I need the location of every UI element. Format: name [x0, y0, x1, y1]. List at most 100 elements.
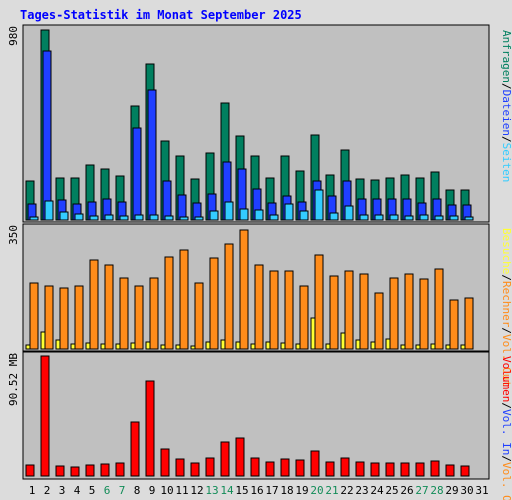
x-tick-label: 16	[250, 484, 263, 497]
seiten-bar	[434, 215, 444, 221]
seiten-bar	[194, 216, 204, 221]
besuche-bar	[460, 344, 466, 350]
besuche-bar	[265, 341, 271, 350]
vol-out-bar	[119, 277, 129, 350]
vol-out-bar	[464, 297, 474, 350]
vol-out-bar	[194, 282, 204, 350]
seiten-bar	[239, 208, 249, 221]
legend-entry: /	[500, 327, 512, 334]
volumen-bar	[40, 355, 50, 477]
besuche-bar	[220, 339, 226, 350]
x-tick-label: 15	[235, 484, 248, 497]
besuche-bar	[445, 344, 451, 350]
legend-entry: Rechner	[500, 281, 512, 328]
legend-entry: /	[500, 83, 512, 90]
besuche-bar	[190, 345, 196, 350]
vol-out-bar	[419, 278, 429, 350]
seiten-bar	[329, 212, 339, 221]
vol-out-bar	[344, 270, 354, 350]
besuche-bar	[295, 343, 301, 350]
x-tick-label: 25	[385, 484, 398, 497]
seiten-bar	[269, 214, 279, 221]
besuche-bar	[430, 343, 436, 350]
vol-out-bar	[239, 229, 249, 350]
vol-out-bar	[164, 256, 174, 350]
volumen-bar	[295, 459, 305, 477]
volumen-bar	[205, 457, 215, 477]
legend-entry: Vol. In	[500, 409, 512, 455]
volumen-bar	[220, 441, 230, 477]
volumen-bar	[25, 464, 35, 477]
legend-entry: Anfragen	[500, 30, 512, 83]
x-tick-label: 23	[355, 484, 368, 497]
besuche-bar	[55, 339, 61, 350]
volumen-bar	[190, 462, 200, 477]
volumen-bar	[235, 437, 245, 477]
volumen-bar	[100, 463, 110, 477]
volumen-bar	[340, 457, 350, 477]
vol-out-bar	[29, 282, 39, 350]
volumen-bar	[355, 461, 365, 477]
vol-out-bar	[284, 270, 294, 350]
seiten-bar	[29, 216, 39, 221]
seiten-bar	[149, 214, 159, 221]
vol-out-bar	[254, 264, 264, 350]
vol-out-bar	[314, 254, 324, 350]
seiten-bar	[374, 214, 384, 221]
vol-out-bar	[299, 285, 309, 350]
x-tick-label: 19	[295, 484, 308, 497]
x-tick-label: 1	[29, 484, 36, 497]
legend-entry: Dateien	[500, 90, 512, 136]
legend-entry: /	[500, 455, 512, 462]
seiten-bar	[449, 215, 459, 221]
legend-entry: /	[500, 136, 512, 143]
chart-title: Tages-Statistik im Monat September 2025	[20, 8, 302, 22]
x-tick-label: 27	[415, 484, 428, 497]
legend-entry: Vol. Out	[500, 334, 512, 387]
x-tick-label: 5	[89, 484, 96, 497]
x-tick-label: 2	[44, 484, 51, 497]
besuche-bar	[205, 341, 211, 350]
x-tick-label: 4	[74, 484, 81, 497]
vol-out-bar	[389, 277, 399, 350]
seiten-bar	[74, 213, 84, 221]
seiten-bar	[44, 200, 54, 221]
x-tick-label: 17	[265, 484, 278, 497]
x-tick-label: 18	[280, 484, 293, 497]
vol-out-bar	[149, 277, 159, 350]
besuche-bar	[340, 332, 346, 350]
chart-legends: Anfragen/Dateien/SeitenBesuche/Rechner/V…	[500, 30, 512, 500]
seiten-bar	[59, 211, 69, 221]
dateien-bar	[132, 127, 142, 221]
volumen-bar	[310, 450, 320, 477]
volumen-bar	[145, 380, 155, 477]
besuche-bar	[130, 342, 136, 350]
besuche-bar	[25, 344, 31, 350]
volumen-bar	[400, 462, 410, 477]
seiten-bar	[254, 209, 264, 221]
volumen-bar	[430, 460, 440, 477]
seiten-bar	[419, 214, 429, 221]
dateien-bar	[162, 180, 172, 221]
seiten-bar	[389, 214, 399, 221]
seiten-bar	[359, 214, 369, 221]
volumen-bar	[460, 465, 470, 477]
besuche-bar	[235, 341, 241, 350]
x-tick-label: 29	[445, 484, 458, 497]
besuche-bar	[145, 341, 151, 350]
x-tick-label: 12	[190, 484, 203, 497]
volumen-bar	[55, 465, 65, 477]
vol-out-bar	[224, 243, 234, 350]
chart-bars	[25, 29, 474, 477]
legend-entry: /	[500, 274, 512, 281]
legend-middle: Besuche/Rechner/Vol. Out	[500, 228, 512, 387]
y-max-label-middle: 350	[7, 225, 20, 245]
x-tick-label: 10	[160, 484, 173, 497]
seiten-bar	[89, 215, 99, 221]
x-tick-label: 31	[475, 484, 488, 497]
besuche-bar	[100, 343, 106, 350]
legend-entry: Vol. Out	[500, 462, 512, 500]
vol-out-bar	[434, 268, 444, 350]
besuche-bar	[250, 343, 256, 350]
besuche-bar	[85, 342, 91, 350]
